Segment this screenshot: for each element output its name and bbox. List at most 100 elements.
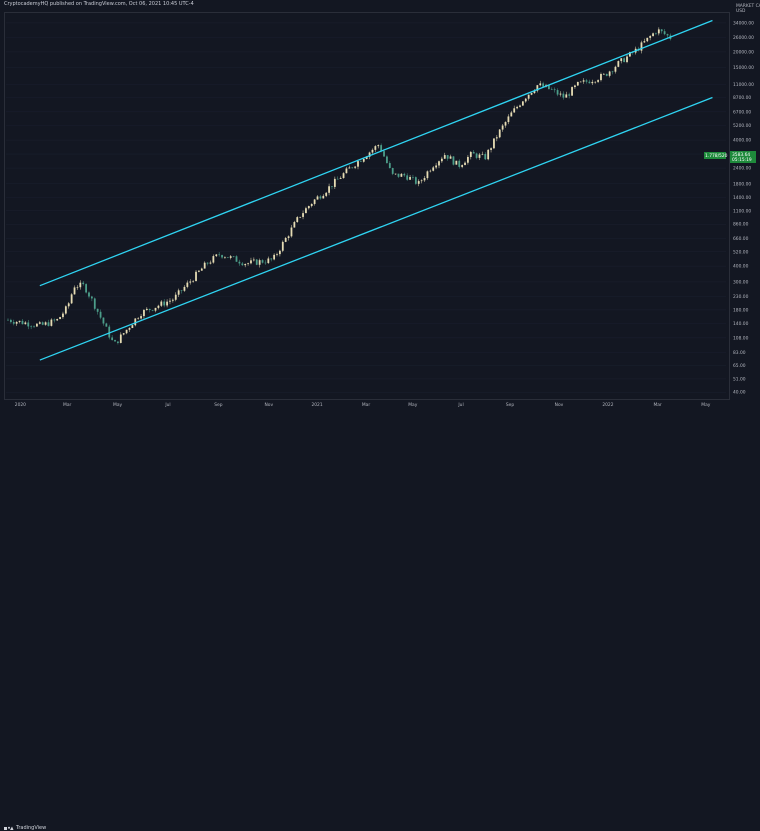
- x-tick-label: Mar: [63, 402, 71, 408]
- candle-body: [82, 282, 85, 285]
- candle-body: [235, 256, 238, 262]
- candle-body: [244, 264, 247, 266]
- x-tick-label: May: [701, 402, 710, 408]
- y-tick-label: 51.00: [733, 376, 746, 382]
- candle-body: [348, 167, 351, 169]
- candle-body: [273, 254, 276, 260]
- x-tick-label: May: [408, 402, 417, 408]
- candle-body: [533, 90, 536, 94]
- candle-body: [154, 307, 157, 311]
- x-tick-label: 2020: [15, 402, 26, 408]
- plot-area[interactable]: [4, 12, 730, 400]
- candle-body: [449, 156, 452, 159]
- candle-body: [649, 36, 652, 38]
- candle-body: [15, 321, 18, 324]
- y-tick-label: 1400.00: [733, 195, 751, 201]
- candle-body: [452, 156, 455, 165]
- candle-body: [539, 83, 542, 86]
- candle-body: [206, 262, 209, 264]
- candle-body: [250, 260, 252, 264]
- candle-body: [226, 257, 229, 258]
- candle-body: [59, 317, 61, 320]
- candle-body: [412, 177, 414, 178]
- y-tick-label: 300.00: [733, 279, 749, 285]
- candle-body: [134, 318, 137, 326]
- candle-body: [614, 66, 617, 72]
- candle-body: [568, 94, 571, 96]
- candle-body: [576, 81, 579, 86]
- y-tick-label: 5200.00: [733, 123, 751, 129]
- candle-body: [574, 85, 576, 88]
- candle-body: [446, 155, 449, 159]
- candle-body: [504, 122, 507, 126]
- candle-body: [151, 309, 154, 311]
- y-tick-label: 15000.00: [733, 65, 754, 71]
- candle-body: [559, 93, 562, 95]
- y-tick-label: 65.00: [733, 363, 746, 369]
- candle-body: [255, 259, 258, 265]
- candle-body: [406, 175, 409, 180]
- y-tick-label: 140.00: [733, 321, 749, 327]
- candle-body: [99, 311, 102, 318]
- candle-body: [276, 254, 278, 255]
- symbol-price-tag-label: 1.778/520: [705, 153, 728, 159]
- candle-body: [313, 199, 316, 204]
- candle-body: [582, 80, 585, 82]
- candle-body: [368, 152, 371, 157]
- candle-body: [198, 270, 200, 272]
- candle-body: [530, 93, 533, 95]
- candle-body: [247, 263, 249, 265]
- candle-body: [565, 94, 568, 98]
- candle-body: [143, 309, 145, 317]
- candle-body: [90, 296, 93, 299]
- channel-line-upper: [39, 19, 713, 287]
- candle-body: [429, 170, 432, 172]
- y-tick-label: 26000.00: [733, 35, 754, 41]
- candle-body: [542, 83, 545, 87]
- candle-body: [177, 290, 180, 295]
- y-tick-label: 1800.00: [733, 181, 751, 187]
- candle-body: [472, 151, 475, 154]
- candle-body: [117, 341, 119, 343]
- candle-body: [394, 173, 397, 175]
- candle-body: [611, 71, 614, 73]
- candle-body: [232, 256, 235, 257]
- candle-body: [287, 236, 290, 238]
- x-tick-label: Sep: [506, 402, 514, 408]
- x-tick-label: Jul: [457, 402, 463, 408]
- candle-body: [469, 151, 472, 157]
- candle-body: [495, 137, 498, 139]
- candle-body: [114, 340, 116, 342]
- y-tick-label: 180.00: [733, 307, 749, 313]
- candle-body: [229, 256, 232, 258]
- y-tick-label: 660.00: [733, 236, 749, 242]
- candle-body: [510, 112, 513, 117]
- tradingview-logo[interactable]: TradingView: [4, 825, 46, 831]
- x-tick-label: Mar: [653, 402, 661, 408]
- candle-body: [145, 308, 148, 310]
- candle-body: [241, 263, 244, 266]
- y-tick-label: 11000.00: [733, 82, 754, 88]
- candle-body: [455, 160, 458, 165]
- candle-body: [556, 90, 559, 95]
- y-tick-label: 108.00: [733, 335, 749, 341]
- candle-body: [325, 192, 328, 196]
- candle-body: [467, 156, 469, 163]
- candle-body: [215, 254, 218, 257]
- candle-body: [588, 81, 591, 84]
- candle-body: [600, 74, 602, 81]
- candle-body: [351, 167, 354, 169]
- candle-body: [111, 337, 114, 341]
- candle-body: [426, 171, 429, 179]
- candle-body: [640, 42, 643, 51]
- candle-body: [458, 160, 461, 167]
- candle-body: [652, 33, 654, 37]
- price-chart[interactable]: 34000.00 26000.00 20000.00 15000.00 11000.00…: [0, 0, 760, 426]
- candle-body: [186, 282, 189, 287]
- candle-body: [221, 255, 223, 258]
- candle-body: [44, 322, 47, 325]
- candle-body: [137, 318, 140, 320]
- candle-body: [487, 149, 490, 160]
- last-price-tag: [730, 151, 756, 163]
- candle-body: [62, 313, 64, 318]
